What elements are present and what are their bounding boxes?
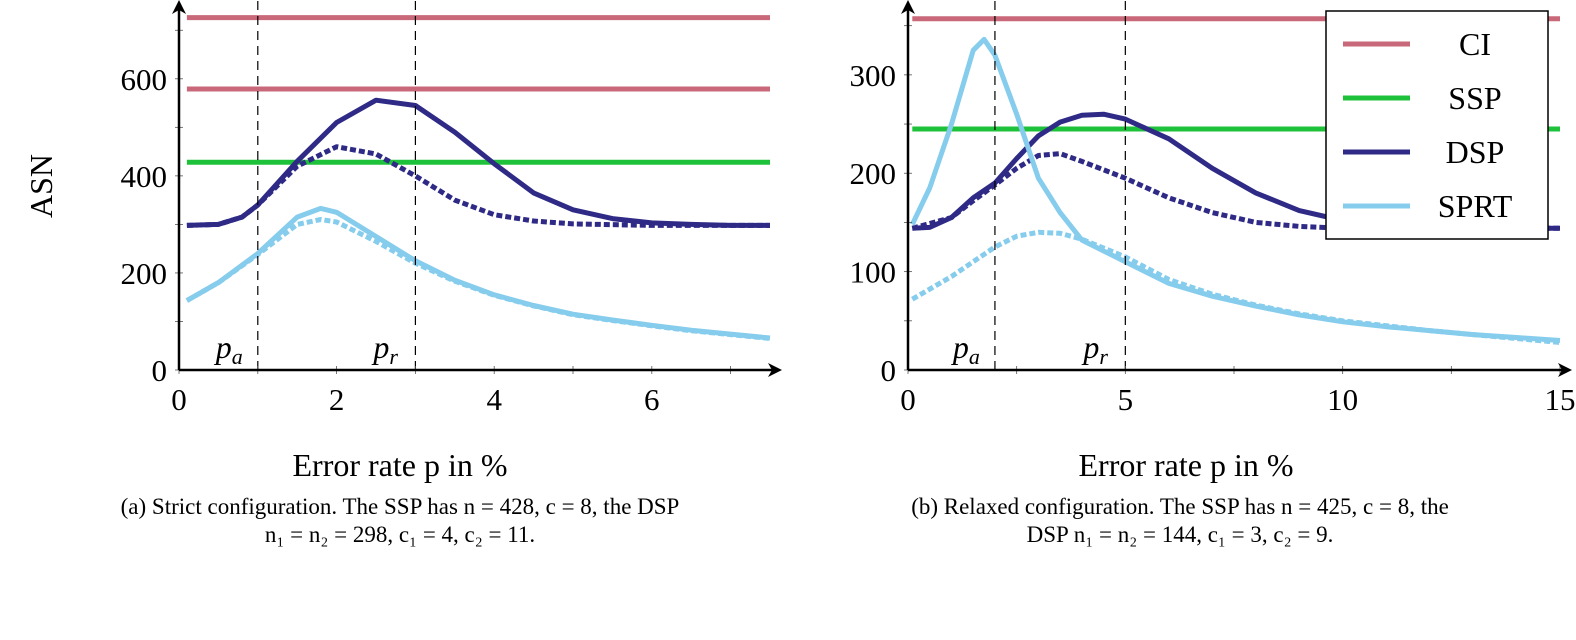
series-dsp-dashed [186,144,770,228]
y-tick-label: 600 [121,62,168,97]
legend-label-sprt: SPRT [1438,188,1513,224]
reference-label-pr: pr [371,329,398,369]
legend-label-ssp: SSP [1448,80,1501,116]
series-dsp-solid [186,97,770,228]
reference-label-pa: pa [951,329,980,369]
y-axis-arrow [901,0,915,14]
caption-a-line1: (a) Strict configuration. The SSP has n … [120,494,680,519]
legend-label-dsp: DSP [1446,134,1505,170]
y-tick-label: 200 [121,256,168,291]
series-sprt-solid [185,205,771,341]
chart-panel-b: pa pr 0 5 10 15 0 100 200 300 Error rate p in % CI S… [850,0,1576,483]
x-axis-arrow [768,363,782,377]
series-sprt-dashed [185,217,771,341]
x-tick-label: 10 [1327,382,1358,417]
x-tick-label: 15 [1545,382,1576,417]
series-sprt-dashed [911,229,1561,345]
x-axis-label: Error rate p in % [292,447,507,483]
x-tick-label: 4 [486,382,502,417]
caption-a-line2: n₁ = n₂ = 298, c₁ = 4, c₂ = 11. [264,522,536,547]
caption-a: (a) Strict configuration. The SSP has n … [20,493,780,549]
caption-b-line2: DSP n₁ = n₂ = 144, c₁ = 3, c₂ = 9. [1026,522,1334,547]
y-tick-label: 100 [850,255,897,290]
reference-label-pr: pr [1081,329,1108,369]
x-tick-label: 5 [1118,382,1134,417]
x-tick-label: 0 [900,382,916,417]
legend-box [1325,10,1549,240]
series-dsp-dashed [911,151,1560,231]
legend: CI SSP DSP SPRT [1325,10,1549,240]
y-tick-label: 400 [121,159,168,194]
chart-panel-a: pa pr 0 2 4 6 0 200 400 600 Error rate p in % ASN [23,0,782,483]
y-tick-label: 200 [850,156,897,191]
caption-b: (b) Relaxed configuration. The SSP has n… [800,493,1560,549]
x-tick-label: 6 [644,382,660,417]
y-axis-label: ASN [23,154,59,218]
x-axis-label: Error rate p in % [1078,447,1293,483]
legend-label-ci: CI [1459,26,1491,62]
x-tick-label: 2 [329,382,345,417]
reference-label-pa: pa [214,329,243,369]
caption-b-line1: (b) Relaxed configuration. The SSP has n… [911,494,1449,519]
y-tick-label: 0 [881,353,897,388]
y-tick-label: 0 [152,353,168,388]
x-tick-label: 0 [171,382,187,417]
y-axis-arrow [172,0,186,14]
x-axis-arrow [1558,363,1572,377]
y-tick-label: 300 [850,58,897,93]
